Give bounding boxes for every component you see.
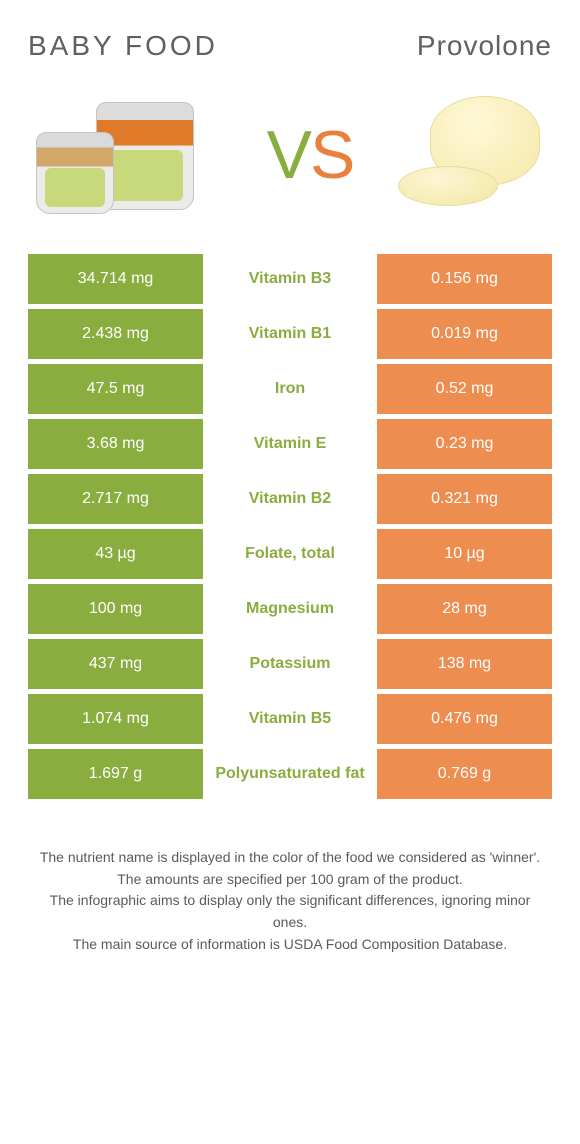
table-row: 2.438 mgVitamin B10.019 mg xyxy=(28,309,552,359)
cell-left-value: 2.717 mg xyxy=(28,474,203,524)
table-row: 2.717 mgVitamin B20.321 mg xyxy=(28,474,552,524)
footnote-line: The amounts are specified per 100 gram o… xyxy=(34,869,546,891)
vs-s: S xyxy=(310,117,353,193)
cell-left-value: 47.5 mg xyxy=(28,364,203,414)
table-row: 43 µgFolate, total10 µg xyxy=(28,529,552,579)
footnote-line: The infographic aims to display only the… xyxy=(34,890,546,933)
cell-right-value: 0.156 mg xyxy=(377,254,552,304)
footnote-line: The nutrient name is displayed in the co… xyxy=(34,847,546,869)
footnote-line: The main source of information is USDA F… xyxy=(34,934,546,956)
vs-label: VS xyxy=(267,116,354,194)
cell-right-value: 0.23 mg xyxy=(377,419,552,469)
cell-nutrient-label: Vitamin E xyxy=(203,419,377,469)
cell-right-value: 138 mg xyxy=(377,639,552,689)
cell-left-value: 1.074 mg xyxy=(28,694,203,744)
table-row: 1.697 gPolyunsaturated fat0.769 g xyxy=(28,749,552,799)
cell-nutrient-label: Vitamin B1 xyxy=(203,309,377,359)
comparison-table: 34.714 mgVitamin B30.156 mg2.438 mgVitam… xyxy=(28,254,552,799)
images-row: VS xyxy=(28,90,552,220)
cell-nutrient-label: Magnesium xyxy=(203,584,377,634)
cell-right-value: 0.321 mg xyxy=(377,474,552,524)
table-row: 34.714 mgVitamin B30.156 mg xyxy=(28,254,552,304)
cell-nutrient-label: Folate, total xyxy=(203,529,377,579)
cell-nutrient-label: Polyunsaturated fat xyxy=(203,749,377,799)
infographic-container: Baby food Provolone VS 34.714 mgVitamin … xyxy=(0,0,580,1005)
cell-left-value: 1.697 g xyxy=(28,749,203,799)
cell-right-value: 0.769 g xyxy=(377,749,552,799)
table-row: 100 mgMagnesium28 mg xyxy=(28,584,552,634)
baby-food-illustration xyxy=(32,90,222,220)
cell-left-value: 437 mg xyxy=(28,639,203,689)
cell-nutrient-label: Iron xyxy=(203,364,377,414)
vs-v: V xyxy=(267,117,310,193)
cell-left-value: 34.714 mg xyxy=(28,254,203,304)
cell-nutrient-label: Vitamin B3 xyxy=(203,254,377,304)
header-row: Baby food Provolone xyxy=(28,30,552,62)
cell-right-value: 0.019 mg xyxy=(377,309,552,359)
cell-left-value: 2.438 mg xyxy=(28,309,203,359)
cell-left-value: 43 µg xyxy=(28,529,203,579)
cell-left-value: 100 mg xyxy=(28,584,203,634)
title-right: Provolone xyxy=(417,30,552,62)
cell-right-value: 0.476 mg xyxy=(377,694,552,744)
cell-right-value: 28 mg xyxy=(377,584,552,634)
jar-icon xyxy=(36,132,114,214)
cell-nutrient-label: Vitamin B5 xyxy=(203,694,377,744)
cell-nutrient-label: Vitamin B2 xyxy=(203,474,377,524)
table-row: 437 mgPotassium138 mg xyxy=(28,639,552,689)
title-left: Baby food xyxy=(28,30,218,62)
cheese-slice-icon xyxy=(398,166,498,206)
cell-right-value: 0.52 mg xyxy=(377,364,552,414)
provolone-illustration xyxy=(398,90,548,220)
cell-nutrient-label: Potassium xyxy=(203,639,377,689)
table-row: 3.68 mgVitamin E0.23 mg xyxy=(28,419,552,469)
cell-left-value: 3.68 mg xyxy=(28,419,203,469)
table-row: 1.074 mgVitamin B50.476 mg xyxy=(28,694,552,744)
footnotes: The nutrient name is displayed in the co… xyxy=(28,847,552,955)
table-row: 47.5 mgIron0.52 mg xyxy=(28,364,552,414)
cell-right-value: 10 µg xyxy=(377,529,552,579)
